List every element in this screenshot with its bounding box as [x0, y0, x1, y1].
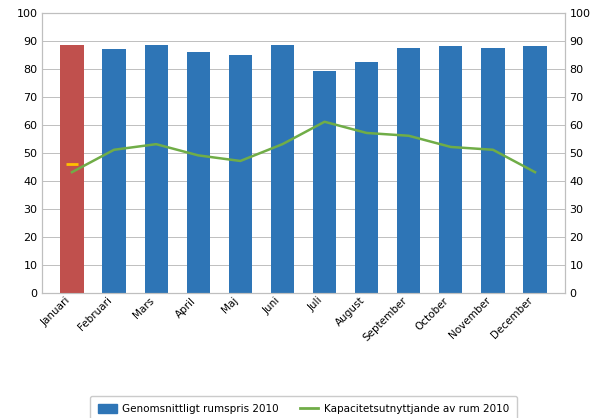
Bar: [439, 46, 463, 293]
Bar: [313, 71, 336, 293]
Bar: [144, 45, 168, 293]
Bar: [60, 52, 84, 293]
Bar: [355, 61, 378, 293]
Legend: Genomsnittligt rumspris 2010, Genomsnittligt rumspris 2011, Kapacitetsutnyttjand: Genomsnittligt rumspris 2010, Genomsnitt…: [90, 396, 517, 418]
Bar: [271, 45, 294, 293]
Bar: [229, 55, 252, 293]
Bar: [103, 49, 126, 293]
Bar: [481, 48, 504, 293]
Bar: [60, 45, 84, 293]
Bar: [397, 48, 420, 293]
Bar: [187, 52, 210, 293]
Bar: [523, 46, 547, 293]
